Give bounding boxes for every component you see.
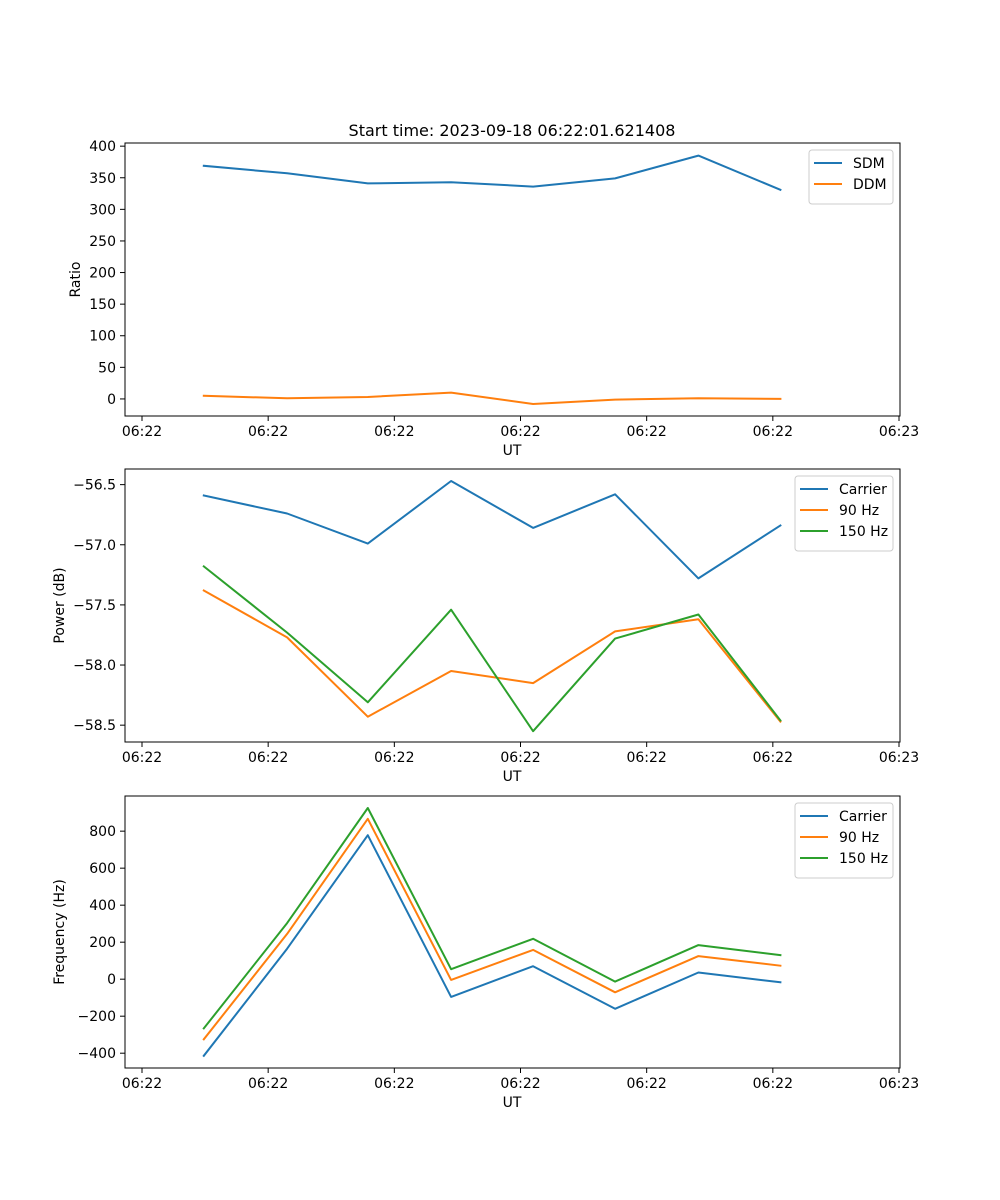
x-tick-label: 06:22	[374, 750, 414, 766]
y-tick-label: 350	[89, 171, 116, 187]
x-tick-label: 06:22	[248, 750, 288, 766]
panel-3: 06:22 06:22 06:22 06:22 06:22 06:22 06:23 −400 −…	[52, 795, 919, 1111]
legend-label: Carrier	[839, 482, 887, 498]
axes-frame	[124, 468, 901, 743]
y-tick-label: 200	[89, 935, 116, 951]
y-tick-label: −58.5	[73, 718, 116, 734]
y-tick-label: 0	[107, 392, 116, 408]
y-tick-label: 200	[89, 266, 116, 282]
x-tick-label: 06:22	[374, 1076, 414, 1092]
legend-box	[794, 475, 894, 552]
legend-label: 90 Hz	[839, 503, 879, 519]
legend: Carrier 90 Hz 150 Hz	[794, 802, 894, 879]
panel-1: 06:22 06:22 06:22 06:22 06:22 06:22 06:23 0 50 10…	[68, 139, 919, 459]
x-tick-label: 06:22	[500, 750, 540, 766]
x-tick-label: 06:22	[500, 424, 540, 440]
figure-title: Start time: 2023-09-18 06:22:01.621408	[349, 121, 676, 140]
y-tick-label: 100	[89, 329, 116, 345]
legend-label: DDM	[853, 177, 887, 193]
series-line-carrier	[202, 834, 782, 1058]
legend: Carrier 90 Hz 150 Hz	[794, 475, 894, 552]
x-tick-label: 06:22	[122, 424, 162, 440]
y-tick-label: 400	[89, 139, 116, 155]
x-tick-label: 06:22	[122, 750, 162, 766]
series-line-150-hz	[202, 564, 782, 733]
x-tick-label: 06:23	[879, 1076, 919, 1092]
y-tick-label: 250	[89, 234, 116, 250]
y-tick-label: −56.5	[73, 478, 116, 494]
legend-label: 90 Hz	[839, 830, 879, 846]
series-line-carrier	[202, 480, 782, 580]
x-axis-label: UT	[503, 1095, 522, 1111]
y-tick-label: −400	[78, 1046, 116, 1062]
series-line-sdm	[202, 154, 782, 192]
y-tick-label: 150	[89, 297, 116, 313]
y-tick-label: 300	[89, 202, 116, 218]
x-axis-label: UT	[503, 769, 522, 785]
y-axis-label: Frequency (Hz)	[52, 879, 68, 985]
legend-label: Carrier	[839, 809, 887, 825]
x-tick-label: 06:22	[248, 1076, 288, 1092]
x-tick-label: 06:22	[753, 750, 793, 766]
y-tick-label: 50	[98, 360, 116, 376]
x-tick-label: 06:22	[626, 424, 666, 440]
panel-2: 06:22 06:22 06:22 06:22 06:22 06:22 06:23 −56.5…	[52, 468, 919, 785]
y-tick-label: −58.0	[73, 658, 116, 674]
series-line-ddm	[202, 391, 782, 405]
x-tick-label: 06:22	[374, 424, 414, 440]
legend-label: 150 Hz	[839, 851, 888, 867]
y-tick-label: 800	[89, 824, 116, 840]
series-line-90-hz	[202, 589, 782, 724]
x-tick-label: 06:22	[626, 750, 666, 766]
x-tick-label: 06:23	[879, 750, 919, 766]
x-tick-label: 06:22	[122, 1076, 162, 1092]
legend-box	[794, 802, 894, 879]
x-tick-label: 06:22	[248, 424, 288, 440]
axes-frame	[124, 795, 901, 1069]
x-tick-label: 06:22	[626, 1076, 666, 1092]
y-tick-label: 600	[89, 861, 116, 877]
y-tick-label: 0	[107, 972, 116, 988]
legend-label: SDM	[853, 156, 885, 172]
y-tick-label: −57.0	[73, 538, 116, 554]
y-axis-label: Ratio	[68, 262, 84, 298]
y-tick-label: −200	[78, 1009, 116, 1025]
legend-label: 150 Hz	[839, 524, 888, 540]
x-tick-label: 06:22	[753, 424, 793, 440]
series-line-150-hz	[202, 807, 782, 1030]
x-axis-label: UT	[503, 443, 522, 459]
y-axis-label: Power (dB)	[52, 567, 68, 643]
axes-frame	[124, 142, 901, 417]
x-tick-label: 06:22	[500, 1076, 540, 1092]
x-tick-label: 06:23	[879, 424, 919, 440]
legend: SDM DDM	[808, 149, 894, 205]
x-tick-label: 06:22	[753, 1076, 793, 1092]
y-tick-label: −57.5	[73, 598, 116, 614]
series-line-90-hz	[202, 817, 782, 1041]
y-tick-label: 400	[89, 898, 116, 914]
